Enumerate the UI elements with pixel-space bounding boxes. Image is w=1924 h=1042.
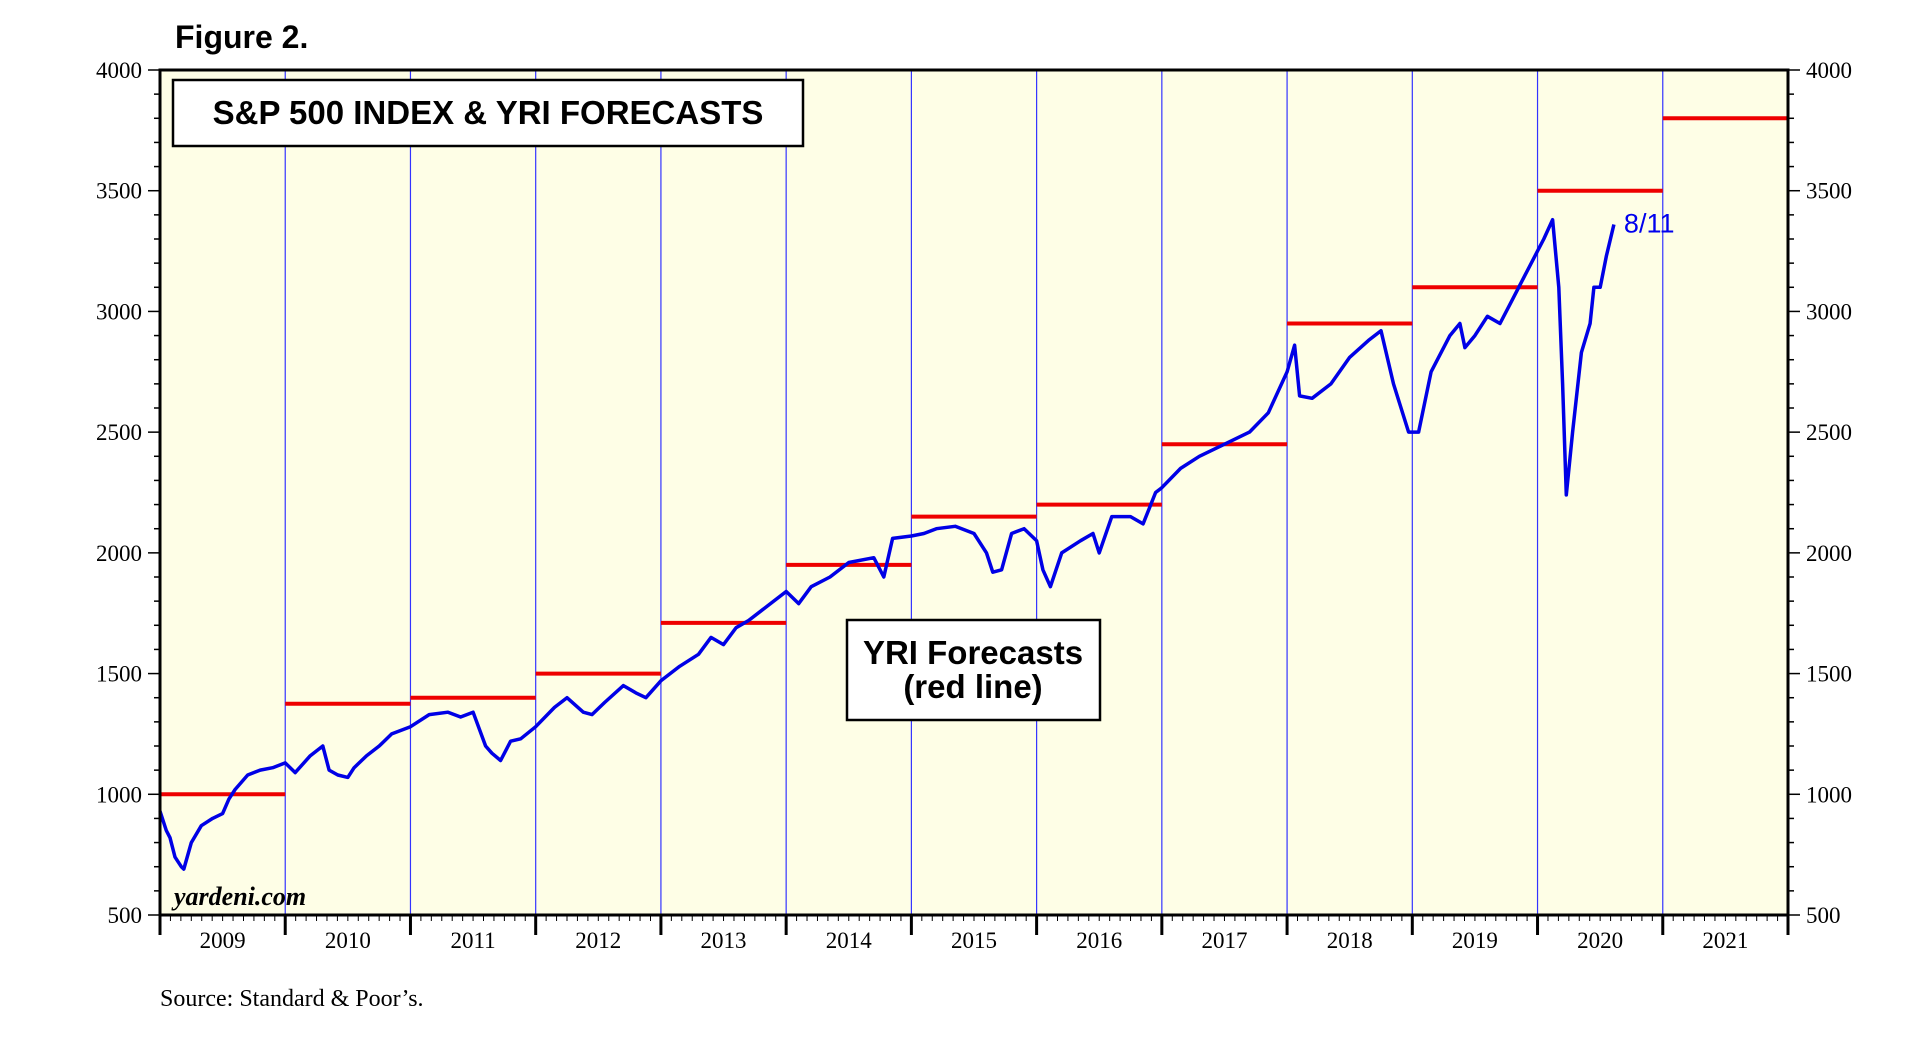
x-tick-label: 2011 xyxy=(450,928,495,953)
x-tick-label: 2015 xyxy=(951,928,997,953)
x-tick-label: 2016 xyxy=(1076,928,1122,953)
y-tick-label-right: 2500 xyxy=(1806,420,1852,445)
x-tick-label: 2019 xyxy=(1452,928,1498,953)
y-axis-right: 500 1000 1500 2000 2500 3000 3500 4000 xyxy=(1788,58,1852,928)
y-axis-left: 500 1000 1500 2000 2500 3000 3500 4000 xyxy=(96,58,160,928)
x-tick-label: 2021 xyxy=(1702,928,1748,953)
y-tick-label-left: 1500 xyxy=(96,662,142,687)
chart-title: S&P 500 INDEX & YRI FORECASTS xyxy=(213,94,764,131)
sp500-index-line xyxy=(158,217,1616,871)
annotation-line-2: (red line) xyxy=(903,668,1042,705)
x-tick-label: 2018 xyxy=(1327,928,1373,953)
source-note: Source: Standard & Poor’s. xyxy=(160,986,424,1012)
y-tick-label-left: 1000 xyxy=(96,782,142,807)
x-tick-label: 2009 xyxy=(200,928,246,953)
y-tick-label-left: 3000 xyxy=(96,299,142,324)
chart-title-box: S&P 500 INDEX & YRI FORECASTS xyxy=(171,78,805,148)
x-tick-label: 2013 xyxy=(701,928,747,953)
plot-area xyxy=(160,70,1788,915)
y-tick-label-right: 1500 xyxy=(1806,662,1852,687)
y-tick-label-right: 2000 xyxy=(1806,541,1852,566)
y-tick-label-right: 4000 xyxy=(1806,58,1852,83)
year-gridlines xyxy=(284,70,1664,915)
x-tick-label: 2010 xyxy=(325,928,371,953)
annotation-line-1: YRI Forecasts xyxy=(863,634,1083,671)
y-tick-label-right: 1000 xyxy=(1806,782,1852,807)
y-tick-label-left: 2000 xyxy=(96,541,142,566)
annotation-box: YRI Forecasts (red line) xyxy=(845,618,1102,722)
forecast-series xyxy=(160,116,1788,797)
end-date-label: 8/11 xyxy=(1624,209,1675,239)
y-tick-label-right: 3500 xyxy=(1806,179,1852,204)
y-tick-label-left: 500 xyxy=(108,903,143,928)
x-tick-label: 2017 xyxy=(1201,928,1247,953)
y-tick-label-right: 500 xyxy=(1806,903,1841,928)
x-axis: 2009 2010 2011 2012 2013 2014 2015 2016 2017 2018… xyxy=(158,915,1790,953)
x-tick-label: 2020 xyxy=(1577,928,1623,953)
x-tick-label: 2012 xyxy=(575,928,621,953)
y-tick-label-left: 2500 xyxy=(96,420,142,445)
x-tick-label: 2014 xyxy=(826,928,873,953)
y-tick-label-left: 4000 xyxy=(96,58,142,83)
y-tick-label-left: 3500 xyxy=(96,179,142,204)
y-tick-label-right: 3000 xyxy=(1806,299,1852,324)
watermark: yardeni.com xyxy=(171,882,306,911)
figure-label: Figure 2. xyxy=(175,19,308,55)
